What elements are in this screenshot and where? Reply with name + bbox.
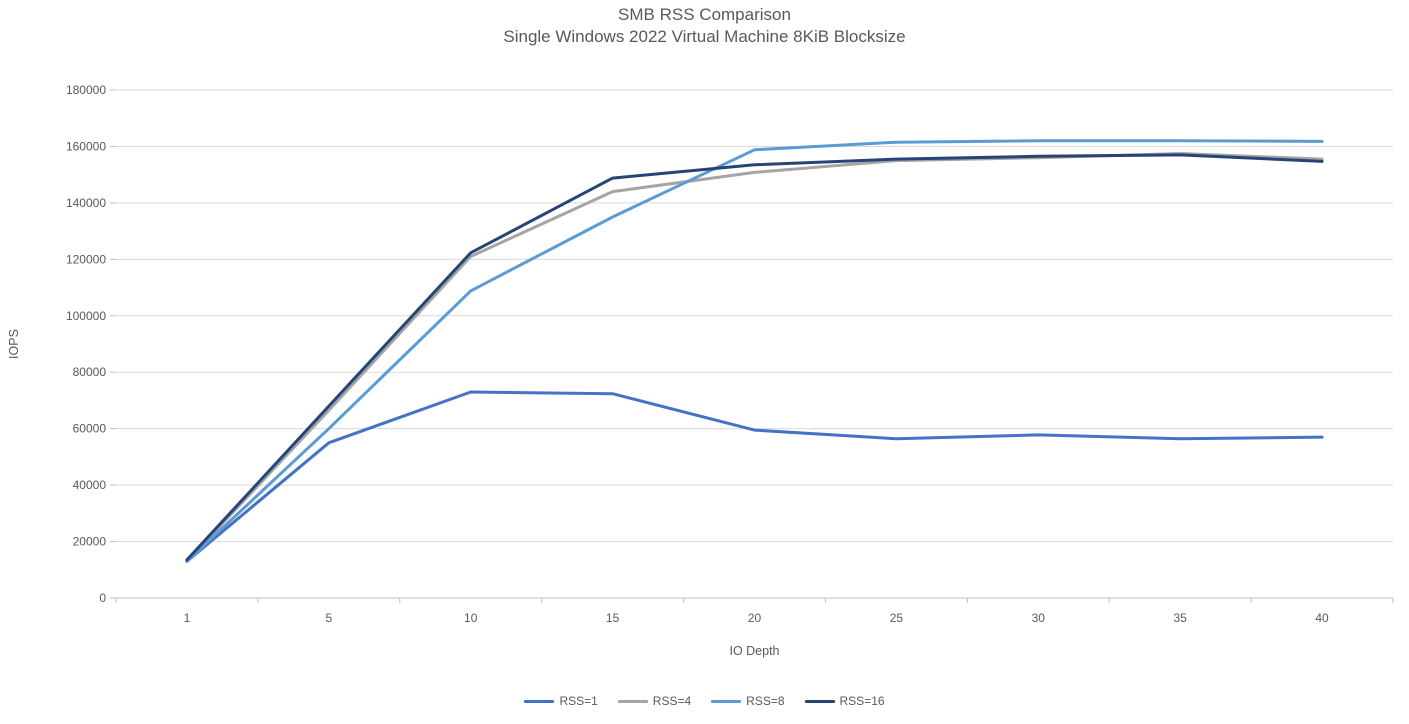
- x-axis-title: IO Depth: [729, 644, 780, 658]
- legend-item-RSS=16: RSS=16: [804, 694, 885, 708]
- x-tick-label: 35: [1173, 611, 1187, 625]
- y-tick-label: 180000: [66, 83, 106, 97]
- chart-title: SMB RSS Comparison: [618, 5, 791, 24]
- x-tick-label: 5: [325, 611, 332, 625]
- y-tick-label: 0: [99, 591, 106, 605]
- legend-line-icon: [711, 699, 742, 703]
- x-tick-label: 30: [1032, 611, 1046, 625]
- legend-line-icon: [617, 699, 648, 703]
- legend-label: RSS=8: [746, 694, 785, 708]
- legend-label: RSS=4: [652, 694, 692, 708]
- legend-item-RSS=4: RSS=4: [617, 694, 692, 708]
- series-line-RSS=1: [185, 390, 1324, 563]
- y-tick-label: 160000: [66, 139, 106, 153]
- series-line-RSS=8: [185, 139, 1324, 563]
- y-tick-label: 80000: [73, 365, 107, 379]
- y-tick-label: 40000: [73, 478, 107, 492]
- legend-item-RSS=8: RSS=8: [711, 694, 785, 708]
- legend-item-RSS=1: RSS=1: [524, 694, 598, 708]
- legend-label: RSS=1: [559, 694, 598, 708]
- y-tick-label: 120000: [66, 252, 106, 266]
- x-tick-label: 15: [606, 611, 620, 625]
- chart-subtitle: Single Windows 2022 Virtual Machine 8KiB…: [503, 27, 906, 46]
- legend-line-icon: [524, 699, 555, 703]
- x-tick-label: 20: [748, 611, 762, 625]
- series-line-RSS=16: [185, 153, 1324, 562]
- y-axis-title: IOPS: [7, 329, 21, 359]
- y-tick-label: 20000: [73, 535, 107, 549]
- x-tick-label: 25: [890, 611, 904, 625]
- legend-line-icon: [804, 699, 835, 703]
- y-tick-label: 60000: [73, 422, 107, 436]
- chart-legend: RSS=1 RSS=4 RSS=8 RSS=16: [0, 694, 1409, 708]
- x-tick-label: 40: [1315, 611, 1329, 625]
- x-tick-label: 10: [464, 611, 478, 625]
- y-tick-label: 140000: [66, 196, 106, 210]
- y-tick-label: 100000: [66, 309, 106, 323]
- x-tick-label: 1: [184, 611, 191, 625]
- legend-label: RSS=16: [839, 694, 885, 708]
- series-line-RSS=4: [185, 152, 1324, 563]
